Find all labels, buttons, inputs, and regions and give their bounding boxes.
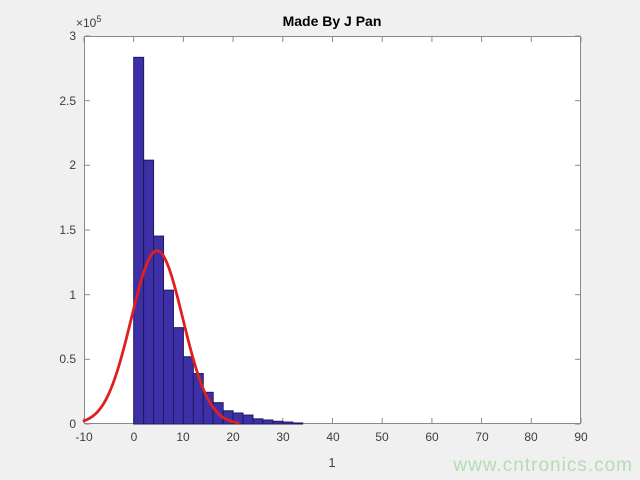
y-exponent-power: 5 — [96, 14, 102, 24]
x-axis-label: 1 — [328, 456, 336, 470]
x-tick-label: 10 — [176, 430, 190, 444]
x-tick-label: 80 — [524, 430, 538, 444]
x-tick-label: 50 — [375, 430, 389, 444]
y-exponent-base: ×10 — [76, 16, 97, 30]
x-tick-label: 70 — [475, 430, 489, 444]
x-tick-label: -10 — [75, 430, 93, 444]
watermark-text: www.cntronics.com — [453, 455, 633, 476]
plot-title: Made By J Pan — [282, 13, 382, 29]
y-axis-exponent-label: ×105 — [76, 14, 101, 30]
y-tick-label: 2 — [69, 158, 76, 172]
x-tick-label: 40 — [326, 430, 340, 444]
y-tick-label: 1.5 — [59, 223, 76, 237]
x-tick-label: 90 — [574, 430, 588, 444]
x-tick-label: 30 — [276, 430, 290, 444]
x-tick-label: 60 — [425, 430, 439, 444]
y-tick-label: 0 — [69, 417, 76, 431]
x-tick-label: 0 — [130, 430, 138, 444]
y-tick-label: 2.5 — [59, 94, 76, 108]
y-tick-label: 1 — [69, 288, 76, 302]
plot-area — [84, 36, 581, 424]
y-tick-label: 3 — [69, 29, 76, 43]
x-tick-label: 20 — [226, 430, 240, 444]
y-tick-label: 0.5 — [59, 352, 76, 366]
